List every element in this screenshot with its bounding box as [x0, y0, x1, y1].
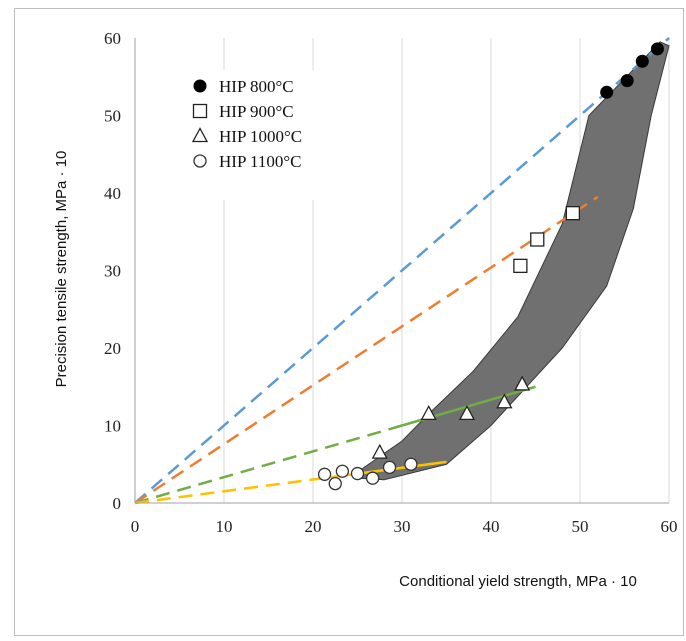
data-point: [404, 457, 418, 471]
x-tick-label: 10: [216, 517, 233, 536]
x-tick-label: 0: [131, 517, 140, 536]
y-tick-label: 10: [104, 417, 121, 436]
legend-marker: [193, 154, 207, 168]
x-tick-label: 50: [572, 517, 589, 536]
axes: 0 10 20 30 40 50 60 0 10 20 30 40 50 60: [104, 29, 678, 536]
legend-marker: [193, 79, 207, 93]
data-point: [650, 42, 664, 56]
data-point: [513, 258, 528, 274]
y-tick-label: 30: [104, 262, 121, 281]
legend: HIP 800°C HIP 900°C HIP 1000°C HIP 1100°C: [158, 70, 350, 200]
data-point: [420, 405, 437, 421]
data-point: [620, 74, 634, 88]
x-axis-title: Conditional yield strength, MPa · 10: [399, 573, 637, 590]
legend-marker: [191, 127, 209, 143]
data-point: [365, 471, 380, 485]
legend-label: HIP 800°C: [219, 77, 294, 96]
x-tick-label: 20: [305, 517, 322, 536]
legend-label: HIP 1000°C: [219, 127, 302, 146]
y-tick-label: 50: [104, 107, 121, 126]
y-tick-label: 40: [104, 184, 121, 203]
y-tick-label: 60: [104, 29, 121, 48]
data-point: [565, 205, 581, 221]
trend-line-dashed: [134, 424, 403, 505]
legend-box: [158, 70, 350, 200]
legend-marker: [192, 103, 208, 119]
data-point: [600, 85, 614, 99]
data-point: [496, 393, 513, 409]
trend-line-dashed: [134, 475, 331, 505]
data-point: [350, 466, 365, 481]
data-point: [635, 54, 649, 68]
shaded-band: [357, 41, 670, 481]
trend-layer: [134, 37, 670, 505]
y-tick-label: 20: [104, 339, 121, 358]
trend-line-dashed: [134, 37, 670, 504]
points-layer: [317, 42, 664, 491]
y-tick-label: 0: [113, 494, 122, 513]
legend-label: HIP 900°C: [219, 102, 294, 121]
data-point: [458, 405, 476, 421]
data-point: [514, 375, 531, 391]
data-point: [335, 464, 350, 478]
data-point: [328, 476, 342, 491]
legend-label: HIP 1100°C: [219, 152, 302, 171]
trend-line-dashed: [134, 195, 599, 505]
x-tick-label: 30: [394, 517, 411, 536]
x-tick-label: 60: [661, 517, 678, 536]
x-tick-label: 40: [483, 517, 500, 536]
data-point: [371, 443, 388, 459]
y-axis-title: Precision tensile strength, MPa · 10: [53, 151, 70, 388]
data-point: [317, 467, 332, 481]
data-point: [382, 460, 397, 475]
data-point: [530, 232, 545, 247]
band-layer: [357, 41, 670, 481]
